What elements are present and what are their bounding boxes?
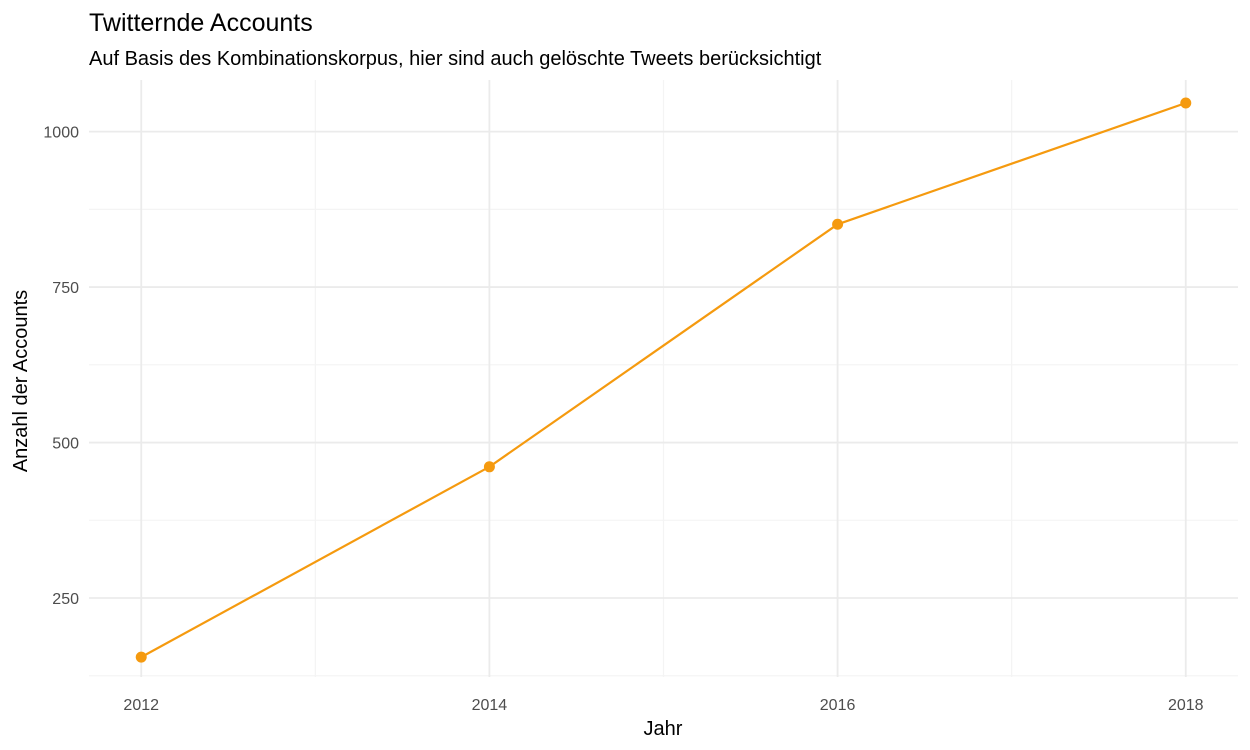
data-point: [1180, 97, 1192, 109]
major-gridlines: [89, 80, 1238, 677]
x-tick-label: 2018: [1168, 697, 1204, 714]
data-point: [135, 651, 147, 663]
y-tick-label: 750: [52, 280, 79, 297]
y-tick-label: 1000: [43, 125, 79, 142]
x-axis-tick-labels: 2012 2014 2016 2018: [123, 697, 1203, 714]
minor-gridlines: [89, 80, 1238, 677]
x-axis-title: Jahr: [644, 718, 683, 740]
y-axis-title: Anzahl der Accounts: [10, 290, 32, 472]
chart-subtitle: Auf Basis des Kombinationskorpus, hier s…: [89, 48, 822, 70]
y-axis-tick-labels: 250 500 750 1000: [43, 125, 79, 608]
y-tick-label: 500: [52, 436, 79, 453]
series-line: [140, 101, 1187, 659]
series-lines: [140, 101, 1187, 659]
y-tick-label: 250: [52, 591, 79, 608]
data-point: [832, 218, 844, 230]
x-tick-label: 2012: [123, 697, 159, 714]
series-points: [135, 97, 1192, 663]
x-tick-label: 2014: [472, 697, 508, 714]
chart-title: Twitternde Accounts: [89, 9, 313, 37]
data-point: [483, 461, 495, 473]
x-tick-label: 2016: [820, 697, 856, 714]
